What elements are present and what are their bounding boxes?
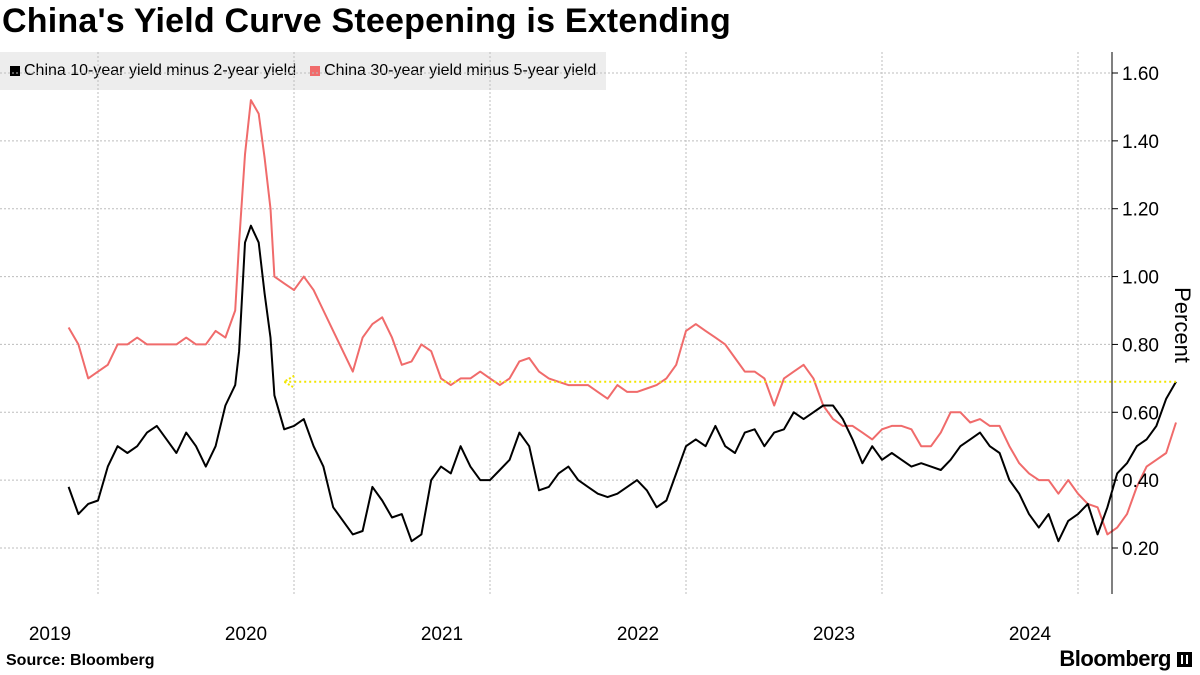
y-tick-label: 1.60 — [1122, 64, 1159, 85]
y-tick-label: 0.60 — [1122, 403, 1159, 424]
legend: China 10-year yield minus 2-year yield C… — [0, 52, 607, 90]
x-tick-label: 2020 — [225, 624, 267, 640]
series-line-0 — [67, 224, 1177, 543]
source-note: Source: Bloomberg — [6, 652, 155, 669]
legend-swatch-red — [310, 66, 321, 76]
y-tick-label: 0.80 — [1122, 335, 1159, 356]
legend-item-10y-2y: China 10-year yield minus 2-year yield — [10, 62, 296, 80]
legend-label-10y-2y: China 10-year yield minus 2-year yield — [24, 62, 297, 79]
y-tick-label: 0.20 — [1122, 539, 1159, 560]
legend-label-30y-5y: China 30-year yield minus 5-year yield — [324, 62, 597, 79]
series-layer — [67, 99, 1177, 543]
y-axis-title: Percent — [1170, 287, 1195, 363]
axis-layer: 0.20 0.40 0.60 0.80 1.00 1.20 1.40 1.60 2019 2020… — [29, 52, 1159, 640]
legend-swatch-black — [10, 66, 20, 76]
y-tick-label: 1.20 — [1122, 200, 1159, 221]
chart-title: China's Yield Curve Steepening is Extend… — [2, 2, 731, 40]
x-tick-label: 2023 — [813, 624, 855, 640]
x-tick-label: 2019 — [29, 624, 71, 640]
x-tick-label: 2022 — [617, 624, 659, 640]
x-tick-label: 2021 — [421, 624, 463, 640]
y-tick-label: 1.00 — [1122, 268, 1159, 289]
reference-layer — [282, 374, 1176, 389]
legend-item-30y-5y: China 30-year yield minus 5-year yield — [310, 62, 596, 80]
bloomberg-logo: Bloomberg — [1059, 646, 1192, 672]
bloomberg-mark-icon — [1177, 651, 1192, 667]
y-tick-label: 1.40 — [1122, 132, 1159, 153]
grid-layer — [0, 52, 1112, 594]
chart-plot: 0.20 0.40 0.60 0.80 1.00 1.20 1.40 1.60 2019 2020… — [0, 52, 1195, 640]
x-tick-label: 2024 — [1009, 624, 1052, 640]
y-tick-label: 0.40 — [1122, 471, 1159, 492]
series-line-1 — [67, 99, 1177, 536]
brand-text: Bloomberg — [1059, 646, 1171, 671]
